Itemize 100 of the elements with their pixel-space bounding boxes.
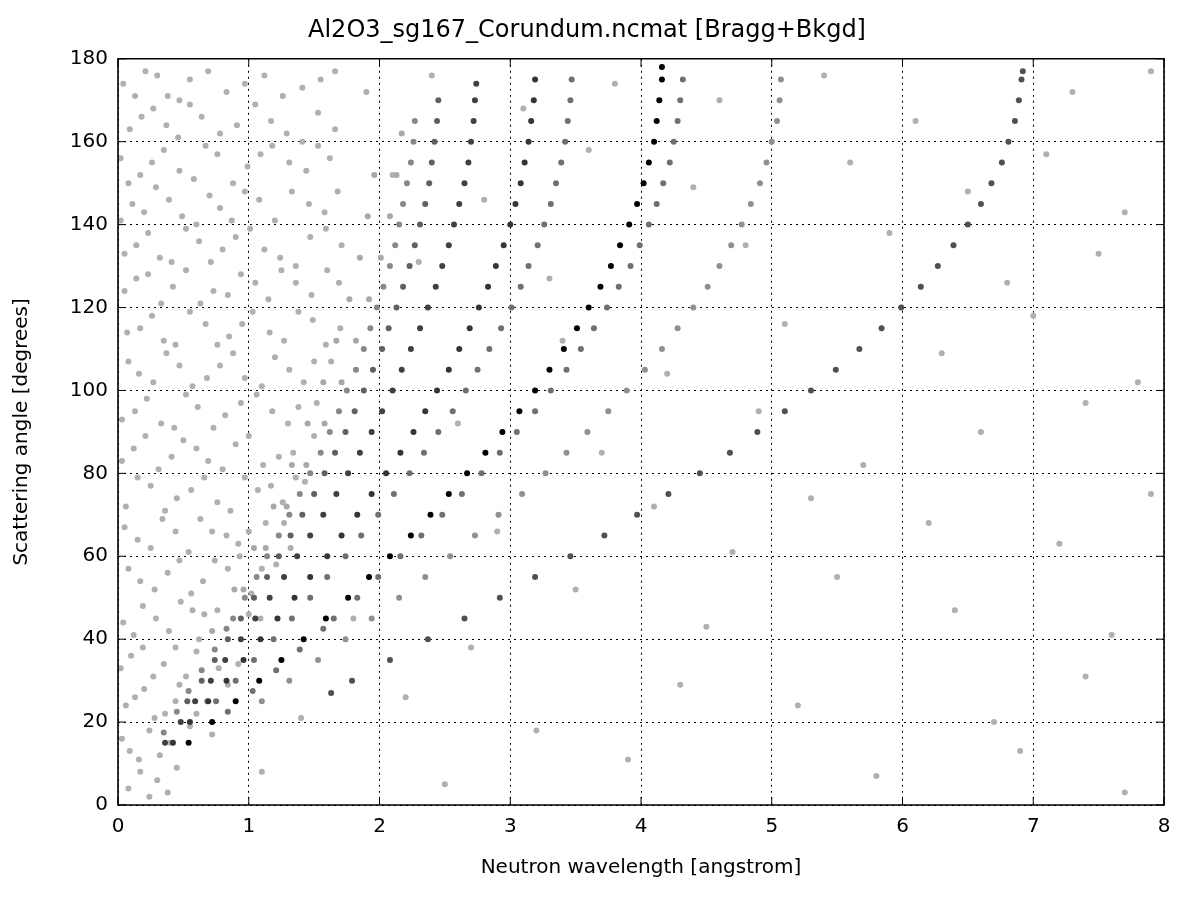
point — [286, 511, 293, 518]
point — [445, 491, 452, 498]
point — [500, 242, 507, 249]
point — [366, 573, 373, 580]
point — [674, 325, 681, 332]
point — [185, 688, 192, 694]
point — [231, 586, 238, 593]
point — [470, 117, 477, 124]
point — [237, 615, 244, 622]
point — [342, 428, 349, 435]
point — [532, 573, 539, 580]
point — [627, 263, 634, 270]
point — [532, 408, 539, 415]
point — [375, 511, 382, 518]
point — [590, 325, 597, 332]
point — [458, 491, 465, 498]
point — [528, 117, 535, 124]
point — [716, 263, 723, 270]
point — [223, 677, 230, 684]
point — [398, 130, 405, 137]
point — [360, 345, 367, 352]
point — [315, 656, 322, 663]
point — [373, 304, 380, 311]
point — [369, 366, 376, 373]
point — [211, 646, 218, 653]
x-tick-label: 8 — [1157, 813, 1171, 838]
point — [562, 138, 569, 145]
point — [407, 345, 414, 352]
point — [499, 428, 506, 435]
point — [634, 200, 641, 207]
point — [304, 420, 311, 427]
point — [773, 117, 780, 124]
point — [364, 213, 371, 220]
point — [658, 345, 665, 352]
point — [342, 553, 349, 560]
y-tick-label: 20 — [82, 708, 108, 733]
point — [275, 553, 282, 560]
point — [623, 387, 630, 394]
point — [332, 449, 339, 456]
point — [462, 387, 469, 394]
point — [546, 366, 553, 373]
point — [615, 283, 622, 290]
point — [645, 159, 652, 166]
point — [658, 64, 665, 71]
point — [728, 242, 735, 249]
point — [278, 656, 285, 663]
point — [343, 387, 350, 394]
y-tick-label: 0 — [95, 791, 108, 816]
point — [434, 117, 441, 124]
point — [519, 491, 526, 498]
point — [264, 553, 271, 560]
point — [653, 200, 660, 207]
point — [485, 283, 492, 290]
point — [547, 200, 554, 207]
point — [410, 138, 417, 145]
point — [431, 138, 438, 145]
point — [530, 97, 537, 104]
point — [641, 366, 648, 373]
point — [456, 200, 463, 207]
point — [270, 636, 277, 643]
point — [534, 242, 541, 249]
point — [917, 283, 924, 290]
point — [184, 698, 191, 705]
point — [492, 263, 499, 270]
point — [321, 420, 328, 427]
point — [777, 76, 784, 83]
point — [496, 594, 503, 601]
point — [222, 656, 229, 663]
point — [666, 159, 673, 166]
point — [377, 254, 384, 261]
point — [474, 366, 481, 373]
point — [274, 615, 281, 622]
point — [390, 491, 397, 498]
point — [658, 76, 665, 83]
point — [240, 656, 247, 663]
point — [366, 296, 373, 303]
point — [475, 304, 482, 311]
point — [249, 688, 256, 694]
point — [605, 408, 612, 415]
point — [213, 698, 220, 705]
point — [330, 615, 337, 622]
point — [273, 667, 280, 674]
point — [422, 200, 429, 207]
point — [988, 180, 995, 187]
point — [445, 242, 452, 249]
y-tick-label: 120 — [69, 293, 108, 318]
point — [349, 677, 356, 684]
point — [351, 408, 358, 415]
point — [532, 76, 539, 83]
point — [426, 180, 433, 187]
point — [577, 345, 584, 352]
point — [417, 325, 424, 332]
point — [400, 200, 407, 207]
point — [198, 667, 205, 674]
x-tick-label: 4 — [634, 813, 648, 838]
point — [296, 646, 303, 653]
point — [322, 615, 329, 622]
y-tick-label: 100 — [69, 376, 108, 401]
point — [380, 283, 387, 290]
point — [393, 304, 400, 311]
